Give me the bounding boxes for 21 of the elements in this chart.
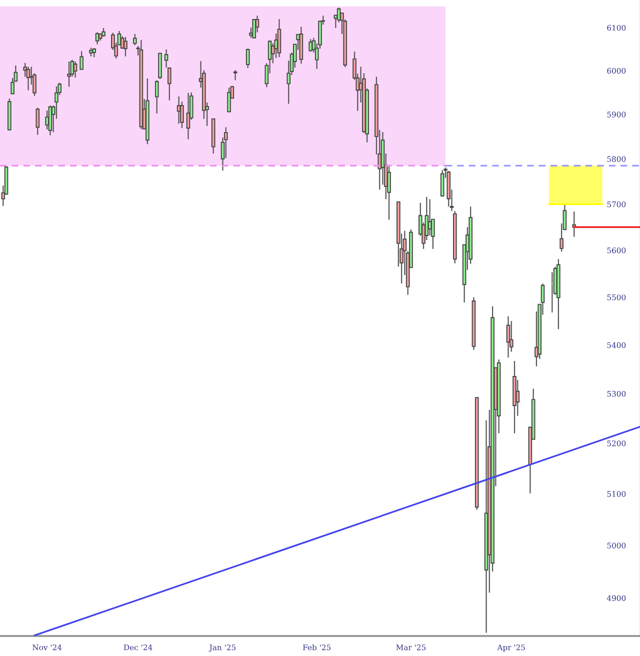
candlestick	[252, 18, 256, 39]
candlestick	[36, 107, 40, 136]
candlestick	[246, 48, 250, 69]
candlestick	[124, 36, 128, 57]
candlestick	[73, 60, 78, 78]
candlestick	[80, 50, 84, 70]
candlestick	[227, 87, 231, 112]
candlestick	[92, 48, 96, 58]
candlestick	[277, 18, 282, 58]
candlestick	[67, 60, 71, 88]
candlestick	[308, 38, 312, 52]
candlestick	[168, 67, 172, 101]
candlestick	[233, 70, 238, 81]
candlestick	[516, 379, 520, 416]
candlestick	[154, 80, 159, 114]
candlestick	[164, 48, 168, 68]
candlestick	[45, 110, 49, 130]
candlestick	[54, 86, 58, 120]
candlestick	[133, 33, 137, 46]
candlestick	[440, 170, 444, 197]
candlestick	[26, 66, 30, 91]
